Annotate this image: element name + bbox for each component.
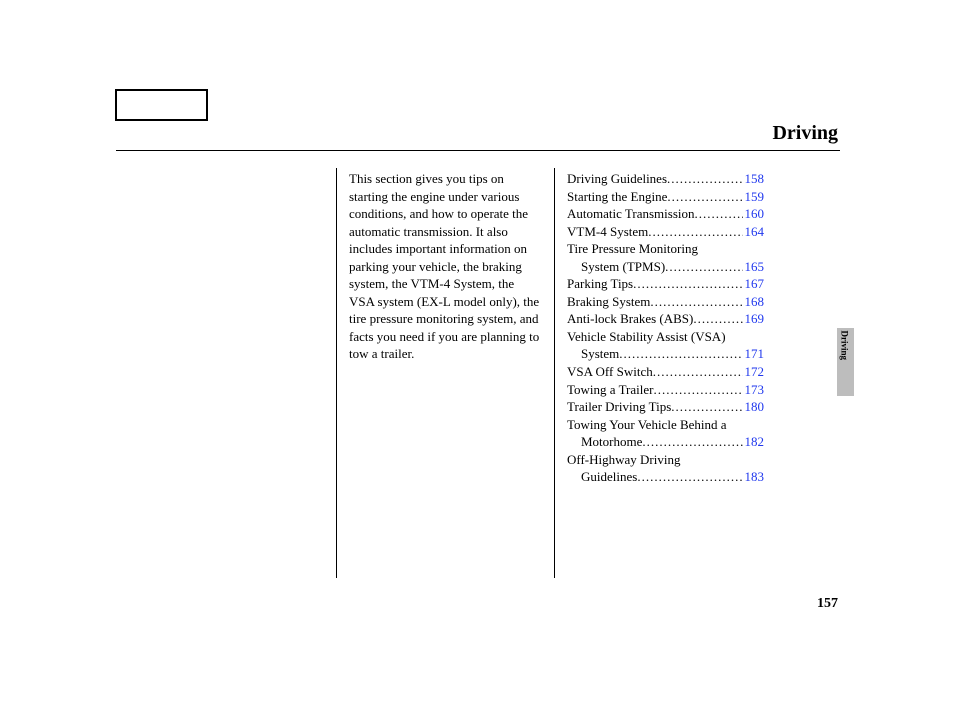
toc-entry: Motorhome 182 <box>567 433 764 451</box>
toc-entry: System (TPMS) 165 <box>567 258 764 276</box>
toc-entry: Braking System 168 <box>567 293 764 311</box>
section-title: Driving <box>772 122 838 145</box>
toc-page-link[interactable]: 171 <box>743 345 765 363</box>
section-side-tab-label: Driving <box>840 330 850 360</box>
toc-entry-label: System <box>567 345 619 363</box>
toc-entry: VTM-4 System 164 <box>567 223 764 241</box>
toc-entry-label: Starting the Engine <box>567 188 667 206</box>
toc-entry: Driving Guidelines 158 <box>567 170 764 188</box>
intro-column: This section gives you tips on starting … <box>336 168 554 578</box>
manual-page: Driving This section gives you tips on s… <box>0 0 954 710</box>
toc-page-link[interactable]: 180 <box>743 398 765 416</box>
toc-page-link[interactable]: 165 <box>743 258 765 276</box>
toc-entry-label: VTM-4 System <box>567 223 648 241</box>
toc-entry-label: Automatic Transmission <box>567 205 695 223</box>
toc-page-link[interactable]: 173 <box>743 381 765 399</box>
toc-entry-label: Anti-lock Brakes (ABS) <box>567 310 693 328</box>
toc-leader-dots <box>667 188 742 206</box>
toc-column: Driving Guidelines158Starting the Engine… <box>554 168 776 578</box>
toc-entry-label: Off-Highway Driving <box>567 451 681 469</box>
toc-entry: Guidelines 183 <box>567 468 764 486</box>
toc-entry-label: Driving Guidelines <box>567 170 667 188</box>
toc-entry-label: System (TPMS) <box>567 258 665 276</box>
toc-page-link[interactable]: 182 <box>743 433 765 451</box>
toc-leader-dots <box>671 398 742 416</box>
left-margin-spacer <box>116 168 336 578</box>
toc-page-link[interactable]: 183 <box>743 468 765 486</box>
toc-entry: Tire Pressure Monitoring <box>567 240 764 258</box>
toc-entry: Starting the Engine 159 <box>567 188 764 206</box>
toc-leader-dots <box>633 275 742 293</box>
toc-page-link[interactable]: 168 <box>743 293 765 311</box>
toc-leader-dots <box>648 223 742 241</box>
toc-leader-dots <box>642 433 742 451</box>
toc-entry-label: Towing a Trailer <box>567 381 653 399</box>
toc-page-link[interactable]: 159 <box>743 188 765 206</box>
toc-leader-dots <box>667 170 742 188</box>
toc-entry-label: Trailer Driving Tips <box>567 398 671 416</box>
toc-leader-dots <box>693 310 742 328</box>
toc-page-link[interactable]: 167 <box>743 275 765 293</box>
toc-entry: System 171 <box>567 345 764 363</box>
page-number: 157 <box>817 596 838 612</box>
toc-entry: Off-Highway Driving <box>567 451 764 469</box>
toc-page-link[interactable]: 164 <box>743 223 765 241</box>
toc-entry-label: Braking System <box>567 293 650 311</box>
toc-entry-label: Guidelines <box>567 468 637 486</box>
toc-entry: Trailer Driving Tips 180 <box>567 398 764 416</box>
toc-page-link[interactable]: 158 <box>743 170 765 188</box>
toc-leader-dots <box>650 293 742 311</box>
header-rule <box>116 150 840 151</box>
toc-leader-dots <box>637 468 742 486</box>
toc-entry-label: Towing Your Vehicle Behind a <box>567 416 727 434</box>
toc-leader-dots <box>653 363 743 381</box>
toc-entry: Anti-lock Brakes (ABS) 169 <box>567 310 764 328</box>
corner-box <box>115 89 208 121</box>
toc-entry: Towing a Trailer 173 <box>567 381 764 399</box>
toc-page-link[interactable]: 160 <box>743 205 765 223</box>
toc-entry-label: Parking Tips <box>567 275 633 293</box>
toc-entry: VSA Off Switch 172 <box>567 363 764 381</box>
toc-entry-label: VSA Off Switch <box>567 363 653 381</box>
toc-page-link[interactable]: 172 <box>743 363 765 381</box>
toc-entry-label: Vehicle Stability Assist (VSA) <box>567 328 726 346</box>
toc-entry: Automatic Transmission 160 <box>567 205 764 223</box>
toc-page-link[interactable]: 169 <box>743 310 765 328</box>
toc-entry-label: Tire Pressure Monitoring <box>567 240 698 258</box>
toc-leader-dots <box>695 205 743 223</box>
toc-leader-dots <box>619 345 742 363</box>
toc-entry: Parking Tips 167 <box>567 275 764 293</box>
toc-entry: Towing Your Vehicle Behind a <box>567 416 764 434</box>
toc-entry-label: Motorhome <box>567 433 642 451</box>
toc-entry: Vehicle Stability Assist (VSA) <box>567 328 764 346</box>
toc-leader-dots <box>653 381 742 399</box>
toc-leader-dots <box>665 258 742 276</box>
body-columns: This section gives you tips on starting … <box>116 168 840 578</box>
intro-paragraph: This section gives you tips on starting … <box>349 170 542 363</box>
